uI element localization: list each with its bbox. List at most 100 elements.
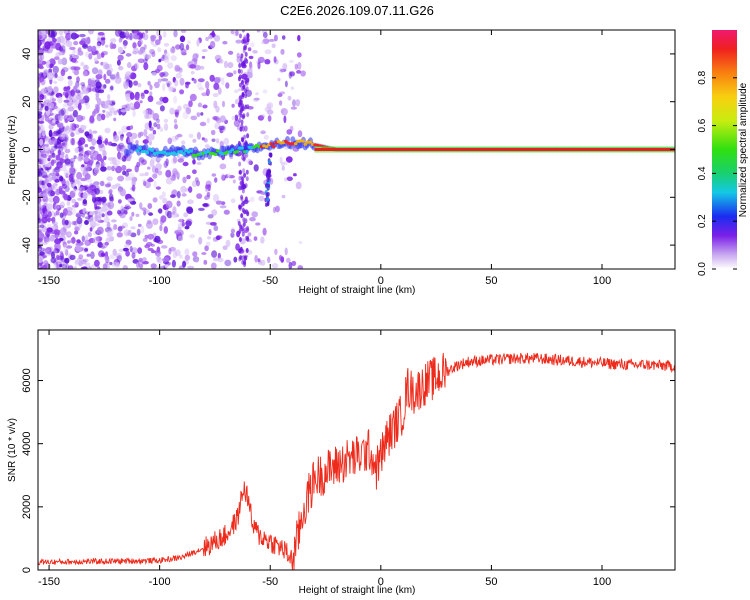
noise-speckle bbox=[73, 85, 78, 90]
noise-speckle bbox=[111, 165, 115, 172]
noise-speckle bbox=[87, 30, 95, 35]
noise-speckle bbox=[257, 56, 265, 64]
noise-speckle bbox=[241, 231, 245, 237]
noise-speckle bbox=[46, 152, 50, 156]
noise-speckle bbox=[51, 251, 55, 259]
noise-speckle bbox=[235, 39, 242, 44]
colorbar-tick-label: 0.0 bbox=[697, 262, 708, 276]
noise-speckle bbox=[208, 229, 212, 235]
noise-speckle bbox=[102, 109, 106, 113]
noise-speckle bbox=[267, 115, 272, 122]
noise-speckle bbox=[38, 208, 43, 215]
noise-speckle bbox=[75, 212, 82, 218]
noise-speckle bbox=[268, 38, 275, 42]
noise-speckle bbox=[59, 176, 64, 182]
noise-speckle bbox=[41, 248, 46, 251]
noise-speckle bbox=[201, 92, 209, 97]
noise-speckle bbox=[52, 38, 57, 43]
noise-speckle bbox=[161, 54, 168, 61]
noise-speckle bbox=[72, 49, 76, 54]
noise-speckle bbox=[240, 53, 244, 59]
noise-speckle bbox=[151, 71, 157, 76]
noise-speckle bbox=[243, 260, 247, 265]
noise-speckle bbox=[96, 226, 104, 235]
noise-speckle bbox=[239, 108, 243, 114]
noise-speckle bbox=[39, 251, 45, 256]
noise-speckle bbox=[47, 217, 51, 223]
noise-speckle bbox=[70, 132, 75, 138]
noise-speckle bbox=[63, 99, 70, 103]
x-tick-label: -50 bbox=[262, 275, 278, 287]
noise-speckle bbox=[219, 115, 226, 123]
noise-speckle bbox=[165, 200, 173, 209]
noise-speckle bbox=[297, 62, 302, 70]
noise-speckle bbox=[79, 98, 86, 104]
noise-speckle bbox=[233, 70, 237, 75]
noise-speckle bbox=[46, 203, 53, 211]
noise-speckle bbox=[74, 147, 80, 154]
noise-speckle bbox=[46, 60, 51, 68]
noise-speckle bbox=[140, 92, 145, 97]
noise-speckle bbox=[145, 209, 150, 215]
noise-speckle bbox=[39, 224, 45, 229]
snr-panel: -150 -100 -50 0 50 100 0 2000 4000 6000 Height o… bbox=[7, 329, 676, 596]
noise-speckle bbox=[98, 250, 105, 258]
noise-speckle bbox=[66, 85, 71, 91]
noise-speckle bbox=[93, 156, 97, 161]
noise-speckle bbox=[279, 100, 283, 106]
noise-speckle bbox=[142, 50, 147, 58]
noise-speckle bbox=[63, 244, 67, 249]
noise-speckle bbox=[42, 175, 49, 179]
noise-speckle bbox=[85, 216, 91, 220]
noise-speckle bbox=[38, 73, 42, 80]
noise-speckle bbox=[206, 117, 210, 124]
noise-speckle bbox=[230, 229, 235, 233]
noise-speckle bbox=[147, 166, 151, 170]
noise-speckle bbox=[201, 49, 208, 53]
noise-speckle bbox=[38, 255, 44, 263]
noise-speckle bbox=[135, 213, 140, 217]
noise-speckle bbox=[171, 135, 178, 142]
noise-speckle bbox=[244, 196, 248, 202]
noise-speckle bbox=[244, 255, 248, 261]
noise-speckle bbox=[96, 153, 102, 162]
y-tick-label: 0 bbox=[21, 567, 33, 573]
noise-speckle bbox=[140, 92, 145, 100]
colorbar-tick-label: 0.8 bbox=[697, 70, 708, 84]
noise-speckle bbox=[64, 219, 69, 226]
noise-speckle bbox=[127, 62, 132, 69]
noise-speckle bbox=[116, 255, 122, 263]
noise-speckle bbox=[253, 164, 259, 172]
signal-core bbox=[284, 139, 288, 143]
noise-speckle bbox=[239, 103, 243, 109]
noise-speckle bbox=[120, 135, 124, 142]
noise-speckle bbox=[161, 245, 168, 249]
signal-core bbox=[179, 150, 184, 154]
noise-speckle bbox=[102, 104, 109, 109]
noise-speckle bbox=[132, 30, 140, 34]
noise-speckle bbox=[38, 193, 44, 198]
noise-speckle bbox=[155, 253, 161, 257]
noise-speckle bbox=[221, 174, 226, 181]
noise-speckle bbox=[219, 205, 227, 209]
noise-speckle bbox=[105, 78, 111, 84]
noise-speckle bbox=[114, 183, 121, 187]
snr-frame bbox=[37, 329, 676, 571]
noise-speckle bbox=[179, 89, 185, 95]
noise-speckle bbox=[222, 40, 228, 45]
noise-speckle bbox=[246, 104, 250, 110]
noise-speckle bbox=[47, 187, 52, 195]
noise-speckle bbox=[246, 225, 250, 231]
signal-core bbox=[135, 149, 140, 153]
noise-speckle bbox=[243, 134, 247, 140]
noise-speckle bbox=[238, 248, 242, 254]
noise-speckle bbox=[53, 263, 58, 269]
noise-speckle bbox=[241, 182, 245, 188]
noise-speckle bbox=[63, 193, 69, 201]
noise-speckle bbox=[96, 41, 102, 47]
noise-speckle bbox=[147, 178, 154, 183]
noise-speckle bbox=[233, 256, 238, 263]
noise-speckle bbox=[118, 152, 124, 161]
noise-speckle bbox=[175, 66, 182, 71]
noise-speckle bbox=[120, 109, 127, 113]
